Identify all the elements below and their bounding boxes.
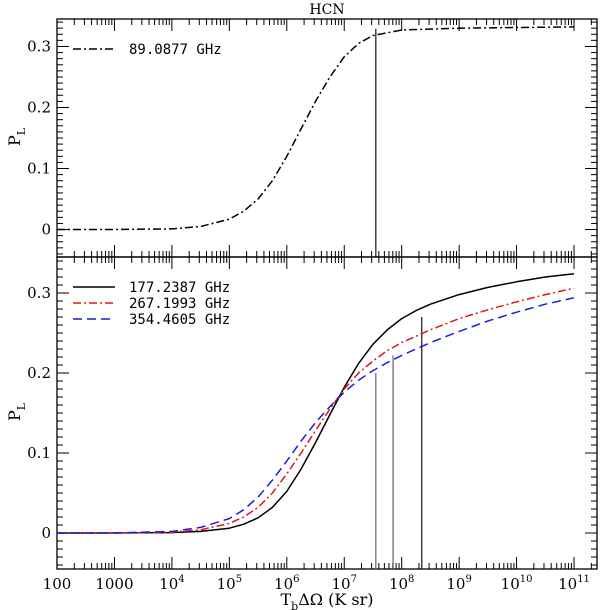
x-axis-label: TbΔΩ (K sr) bbox=[280, 590, 373, 610]
x-tick-base: 10 bbox=[217, 575, 236, 593]
series-line-0 bbox=[57, 273, 575, 534]
x-tick-label: 104 bbox=[159, 574, 184, 593]
legend-label-2: 354.4605 GHz bbox=[129, 312, 230, 328]
x-tick-label: 1011 bbox=[558, 574, 590, 593]
y-tick-label: 0.2 bbox=[27, 364, 51, 382]
x-tick-exp: 6 bbox=[293, 574, 299, 585]
y-axis-label-sub: L bbox=[15, 127, 28, 135]
x-tick-exp: 10 bbox=[520, 574, 533, 585]
y-tick-label: 0 bbox=[41, 221, 51, 239]
x-tick-base: 10 bbox=[446, 575, 465, 593]
x-tick-exp: 4 bbox=[178, 574, 184, 585]
y-tick-label: 0.1 bbox=[27, 444, 51, 462]
x-tick-exp: 8 bbox=[408, 574, 414, 585]
legend-label-0: 177.2387 GHz bbox=[129, 280, 230, 296]
x-tick-label: 106 bbox=[274, 574, 299, 593]
x-axis-label-rest: ΔΩ (K sr) bbox=[298, 590, 373, 609]
y-tick-label: 0.1 bbox=[27, 160, 51, 178]
x-tick-label: 109 bbox=[446, 574, 471, 593]
y-axis-label: PL bbox=[5, 402, 28, 421]
x-tick-label: 1010 bbox=[501, 574, 533, 593]
series-line-2 bbox=[57, 297, 575, 534]
x-tick-base: 100 bbox=[43, 575, 72, 593]
chart-title: HCN bbox=[309, 2, 344, 18]
x-tick-base: 10 bbox=[558, 575, 577, 593]
x-tick-label: 105 bbox=[217, 574, 242, 593]
x-tick-label: 108 bbox=[389, 574, 414, 593]
legend-label-0: 89.0877 GHz bbox=[129, 42, 222, 58]
x-tick-exp: 5 bbox=[236, 574, 242, 585]
legend-label-1: 267.1993 GHz bbox=[129, 296, 230, 312]
x-axis-label-main: T bbox=[280, 590, 291, 609]
y-axis-label: PL bbox=[5, 127, 28, 146]
x-tick-base: 10 bbox=[501, 575, 520, 593]
x-tick-label: 100 bbox=[43, 575, 72, 593]
x-tick-exp: 11 bbox=[577, 574, 590, 585]
x-tick-base: 10 bbox=[274, 575, 293, 593]
x-tick-label: 1000 bbox=[95, 575, 133, 593]
x-tick-label: 107 bbox=[331, 574, 356, 593]
x-tick-base: 10 bbox=[159, 575, 178, 593]
x-tick-exp: 9 bbox=[465, 574, 471, 585]
y-tick-label: 0.2 bbox=[27, 98, 51, 116]
x-tick-base: 10 bbox=[389, 575, 408, 593]
x-tick-base: 1000 bbox=[95, 575, 133, 593]
x-tick-base: 10 bbox=[331, 575, 350, 593]
y-axis-label-main: P bbox=[5, 135, 24, 146]
y-tick-label: 0 bbox=[41, 524, 51, 542]
series-line-0 bbox=[57, 26, 575, 231]
x-axis-label-sub: b bbox=[291, 600, 298, 610]
y-axis-label-main: P bbox=[5, 410, 24, 421]
x-tick-exp: 7 bbox=[351, 574, 357, 585]
y-axis-label-sub: L bbox=[15, 402, 28, 410]
y-tick-label: 0.3 bbox=[27, 284, 51, 302]
y-tick-label: 0.3 bbox=[27, 37, 51, 55]
top-panel: 0 0.1 0.2 0.3 PL HCN 89.0877 GHz bbox=[5, 2, 598, 258]
